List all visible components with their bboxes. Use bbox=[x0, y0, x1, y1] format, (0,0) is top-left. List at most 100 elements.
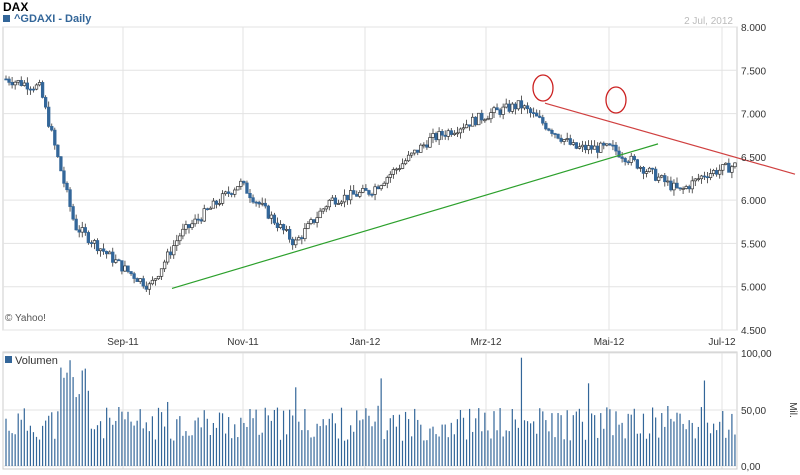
candle-down bbox=[59, 156, 63, 172]
candle-up bbox=[220, 193, 225, 204]
candle-down bbox=[111, 251, 115, 263]
candle-up bbox=[422, 144, 426, 147]
candle-down bbox=[364, 188, 368, 191]
candle-down bbox=[635, 159, 639, 169]
candle-down bbox=[86, 232, 91, 243]
candle-up bbox=[150, 279, 155, 285]
candle-up bbox=[388, 173, 392, 178]
candle-down bbox=[528, 108, 533, 113]
candle-down bbox=[272, 214, 277, 224]
series-marker-icon bbox=[3, 15, 10, 22]
candle-down bbox=[678, 187, 682, 190]
candle-up bbox=[123, 265, 127, 272]
date-label: 2 Jul, 2012 bbox=[684, 16, 733, 27]
candle-down bbox=[675, 182, 679, 189]
candle-up bbox=[114, 259, 118, 263]
candle-down bbox=[611, 144, 615, 147]
candle-up bbox=[711, 170, 716, 174]
price-axis: 8.000 7.500 7.000 6.500 6.000 5.500 5.000 4.500 bbox=[741, 23, 766, 337]
candle-up bbox=[690, 180, 694, 190]
series-name: ^GDAXI - Daily bbox=[14, 13, 92, 25]
resistance-trendline bbox=[544, 102, 796, 175]
candle-up bbox=[403, 160, 408, 165]
candle-up bbox=[406, 154, 411, 162]
candle-down bbox=[47, 106, 51, 127]
candle-up bbox=[516, 100, 521, 110]
date-tick-label: Mrz-12 bbox=[470, 337, 502, 348]
candle-down bbox=[169, 251, 173, 256]
candle-down bbox=[623, 158, 627, 163]
candle-down bbox=[367, 190, 371, 195]
candle-up bbox=[159, 268, 164, 277]
candle-down bbox=[345, 194, 350, 201]
candle-down bbox=[443, 134, 447, 137]
candle-up bbox=[190, 223, 194, 228]
candle-down bbox=[300, 237, 304, 240]
candle-up bbox=[239, 180, 243, 187]
candle-up bbox=[358, 191, 362, 197]
candle-down bbox=[77, 229, 81, 233]
candle-up bbox=[721, 164, 725, 171]
candle-up bbox=[306, 223, 310, 229]
candle-down bbox=[141, 278, 145, 287]
candle-up bbox=[431, 133, 435, 138]
candle-up bbox=[303, 228, 307, 240]
candle-up bbox=[92, 240, 97, 244]
candle-up bbox=[172, 245, 176, 256]
candle-down bbox=[254, 201, 258, 204]
candle-down bbox=[312, 219, 316, 223]
date-tick-label: Jul-12 bbox=[708, 337, 736, 348]
candle-down bbox=[135, 278, 139, 282]
candle-up bbox=[202, 208, 206, 222]
candle-up bbox=[162, 261, 167, 270]
date-axis: Sep-11 Nov-11 Jan-12 Mrz-12 Mai-12 Jul-12 bbox=[107, 337, 736, 348]
support-trendline bbox=[171, 143, 659, 290]
candle-down bbox=[370, 194, 374, 196]
volume-tick-label: 50,00 bbox=[741, 406, 766, 417]
price-tick-label: 7.000 bbox=[741, 110, 766, 121]
candle-up bbox=[166, 251, 170, 263]
candle-up bbox=[586, 145, 591, 151]
candle-down bbox=[550, 129, 554, 134]
candle-up bbox=[413, 149, 417, 154]
candle-down bbox=[56, 144, 60, 158]
candle-down bbox=[440, 131, 444, 136]
candle-down bbox=[669, 180, 673, 191]
candle-down bbox=[251, 197, 255, 203]
candle-up bbox=[492, 107, 496, 113]
candle-down bbox=[257, 201, 261, 205]
candle-down bbox=[614, 144, 618, 152]
candle-down bbox=[547, 128, 551, 131]
candle-up bbox=[592, 145, 597, 150]
candle-down bbox=[50, 126, 54, 131]
candle-up bbox=[452, 132, 456, 135]
candle-down bbox=[434, 133, 438, 141]
volume-tick-label: 100,00 bbox=[741, 349, 772, 360]
candle-down bbox=[556, 133, 560, 139]
candle-down bbox=[40, 82, 45, 98]
candle-up bbox=[34, 84, 39, 90]
candle-down bbox=[126, 265, 130, 272]
candle-down bbox=[617, 150, 621, 158]
trend-annotations bbox=[171, 74, 796, 290]
candle-down bbox=[214, 200, 219, 205]
candle-up bbox=[394, 168, 399, 171]
candle-down bbox=[687, 186, 691, 190]
candle-down bbox=[227, 191, 231, 194]
candle-up bbox=[318, 210, 322, 219]
candle-up bbox=[565, 138, 569, 140]
candle-up bbox=[501, 106, 505, 115]
candle-down bbox=[31, 88, 36, 91]
candle-up bbox=[605, 143, 609, 146]
candle-up bbox=[336, 203, 341, 205]
date-tick-label: Mai-12 bbox=[594, 337, 625, 348]
price-tick-label: 6.500 bbox=[741, 153, 766, 164]
candle-down bbox=[199, 219, 203, 222]
candle-up bbox=[391, 169, 395, 175]
candle-up bbox=[471, 116, 475, 127]
candle-down bbox=[596, 145, 600, 153]
candle-up bbox=[22, 82, 26, 86]
candle-down bbox=[43, 97, 48, 108]
price-tick-label: 5.000 bbox=[741, 283, 766, 294]
candle-up bbox=[269, 214, 273, 219]
